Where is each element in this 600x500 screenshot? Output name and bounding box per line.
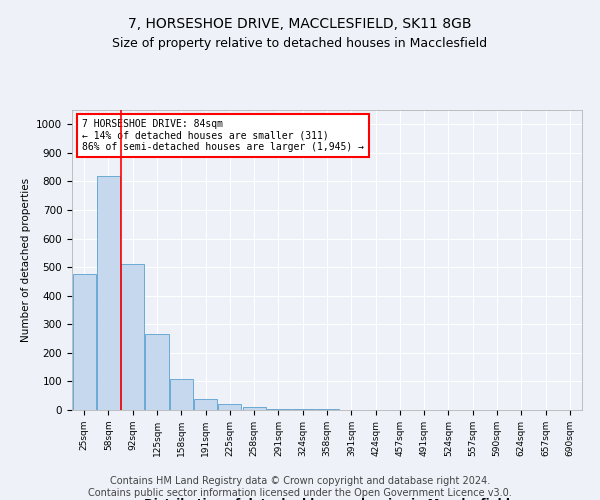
X-axis label: Distribution of detached houses by size in Macclesfield: Distribution of detached houses by size … [144, 498, 510, 500]
Bar [194, 398, 217, 410]
Text: Contains HM Land Registry data © Crown copyright and database right 2024.
Contai: Contains HM Land Registry data © Crown c… [88, 476, 512, 498]
Bar [73, 274, 95, 410]
Bar [145, 334, 169, 410]
Bar [242, 407, 266, 410]
Bar [97, 176, 120, 410]
Bar [121, 264, 144, 410]
Bar [218, 404, 241, 410]
Y-axis label: Number of detached properties: Number of detached properties [20, 178, 31, 342]
Text: 7, HORSESHOE DRIVE, MACCLESFIELD, SK11 8GB: 7, HORSESHOE DRIVE, MACCLESFIELD, SK11 8… [128, 18, 472, 32]
Text: 7 HORSESHOE DRIVE: 84sqm
← 14% of detached houses are smaller (311)
86% of semi-: 7 HORSESHOE DRIVE: 84sqm ← 14% of detach… [82, 119, 364, 152]
Bar [267, 408, 290, 410]
Text: Size of property relative to detached houses in Macclesfield: Size of property relative to detached ho… [112, 38, 488, 51]
Bar [170, 378, 193, 410]
Bar [291, 409, 314, 410]
